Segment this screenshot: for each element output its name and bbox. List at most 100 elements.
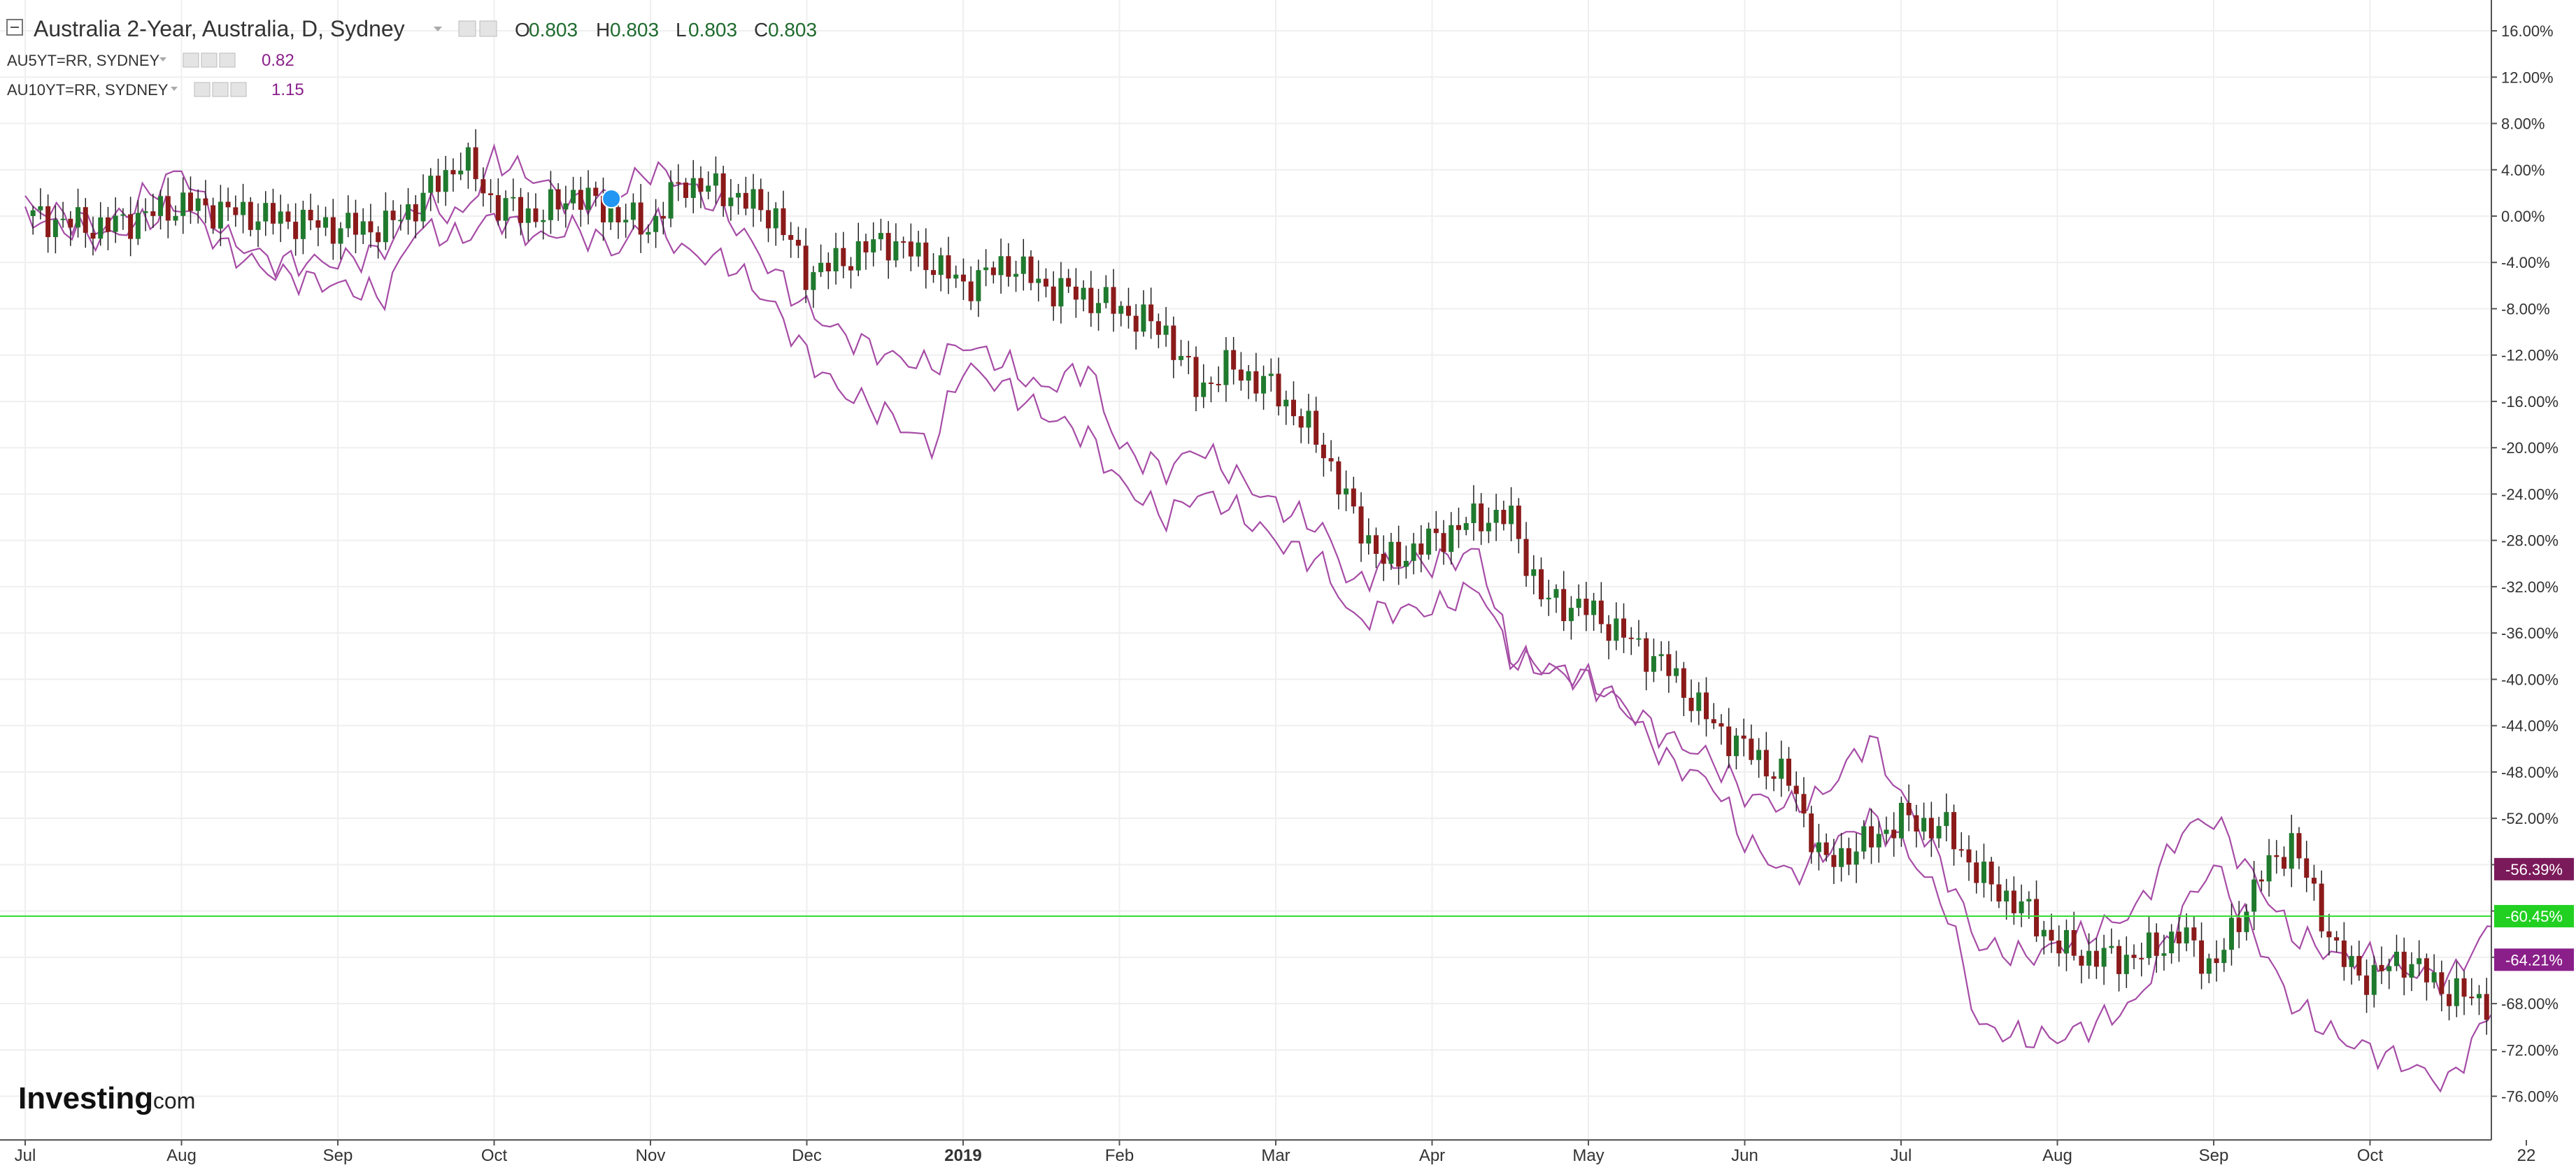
y-tick-label: -28.00% (2501, 532, 2559, 550)
candle-body (638, 202, 643, 235)
candle-body (1366, 535, 1372, 544)
eye-icon[interactable] (183, 52, 199, 68)
candle-body (901, 241, 906, 243)
candle-body (1688, 697, 1694, 711)
candle-body (488, 193, 494, 196)
y-tick-label: -72.00% (2501, 1041, 2559, 1059)
candle-body (615, 207, 621, 222)
x-tick-label: May (1572, 1146, 1604, 1165)
series-line-au5yt-rr-sydney[interactable] (24, 143, 2576, 997)
investing-logo[interactable]: Investing .com (18, 1081, 195, 1115)
legend-compare-2-value: 1.15 (271, 80, 304, 99)
candle-body (2334, 937, 2340, 941)
candle-body (1636, 638, 1642, 640)
candle-body (2477, 994, 2482, 999)
candle-body (1058, 278, 1064, 307)
candle-body (1531, 569, 1537, 576)
candle-body (1958, 849, 1964, 851)
candle-body (2319, 883, 2324, 932)
gear-icon[interactable] (201, 52, 218, 68)
candle-body (60, 218, 66, 220)
legend-l-label: L (676, 19, 687, 41)
chevron-down-icon[interactable] (159, 57, 166, 62)
candle-body (2026, 899, 2032, 901)
candle-body (946, 255, 951, 279)
candle-body (653, 215, 659, 232)
candle-body (1479, 503, 1484, 532)
candle-body (833, 248, 839, 271)
candle-body (1336, 461, 1342, 494)
candle-body (818, 262, 824, 273)
candle-body (1921, 818, 1927, 832)
candle-body (1741, 735, 1746, 739)
candle-body (323, 217, 329, 228)
eye-icon[interactable] (194, 82, 211, 97)
gear-icon[interactable] (212, 82, 229, 97)
candle-body (2244, 911, 2249, 932)
candle-body (2349, 955, 2354, 967)
candle-body (585, 187, 591, 210)
candle-body (1584, 599, 1589, 615)
candle-body (690, 178, 696, 199)
candle-body (76, 207, 81, 228)
candle-body (2439, 972, 2445, 994)
candle-body (1801, 794, 1807, 814)
chevron-down-icon[interactable] (434, 27, 442, 31)
x-tick-label: Mar (1261, 1146, 1290, 1165)
candle-body (923, 242, 929, 271)
chevron-down-icon[interactable] (171, 87, 178, 91)
candle-body (1501, 510, 1507, 525)
candle-body (1681, 668, 1686, 698)
candle-body (1674, 668, 1679, 676)
candle-body (90, 232, 96, 239)
candle-body (503, 198, 508, 221)
candle-body (1118, 306, 1124, 314)
candle-body (2056, 940, 2062, 954)
candle-body (2258, 879, 2264, 882)
candle-body (1591, 600, 1597, 615)
event-marker-icon[interactable] (602, 189, 622, 209)
candle-body (1884, 829, 1889, 834)
candle-body (1898, 803, 1904, 839)
candle-body (495, 195, 501, 221)
candle-body (1148, 304, 1154, 322)
candle-body (1238, 369, 1244, 381)
price-badge (2494, 948, 2574, 971)
candle-body (398, 220, 404, 222)
candle-body (443, 170, 448, 192)
x-axis-ticks: Jul Aug Sep Oct Nov Dec 2019 Feb Mar Apr May Jun Jul… (15, 1140, 2535, 1165)
y-tick-label: -16.00% (2501, 393, 2559, 411)
candle-body (2296, 833, 2302, 859)
candle-body (68, 218, 73, 228)
candle-body (525, 208, 531, 223)
candle-body (863, 241, 869, 252)
candle-body (2131, 955, 2137, 958)
eye-icon[interactable] (458, 20, 476, 37)
candle-body (1516, 506, 1521, 539)
candle-body (2221, 950, 2227, 964)
candle-body (1509, 506, 1514, 525)
logo-suffix: .com (147, 1088, 195, 1113)
series-line-au10yt-rr-sydney[interactable] (24, 194, 2576, 1093)
candle-body (773, 208, 778, 229)
candle-body (1666, 654, 1672, 676)
candle-body (601, 196, 606, 222)
candle-body (1876, 834, 1881, 848)
candle-body (1171, 325, 1176, 360)
candle-body (608, 207, 613, 222)
candle-body (1216, 383, 1221, 385)
close-icon[interactable] (219, 52, 236, 68)
candle-body (38, 206, 43, 211)
gear-icon[interactable] (479, 20, 497, 37)
y-tick-label: -24.00% (2501, 485, 2559, 503)
candle-body (676, 182, 681, 184)
candle-body (1193, 357, 1199, 397)
candle-body (788, 235, 794, 240)
candle-body (1426, 528, 1432, 555)
candle-body (1290, 399, 1296, 417)
x-axis-panel[interactable] (0, 1141, 2576, 1167)
candle-body (368, 221, 373, 233)
close-icon[interactable] (230, 82, 247, 97)
candle-body (646, 231, 651, 235)
